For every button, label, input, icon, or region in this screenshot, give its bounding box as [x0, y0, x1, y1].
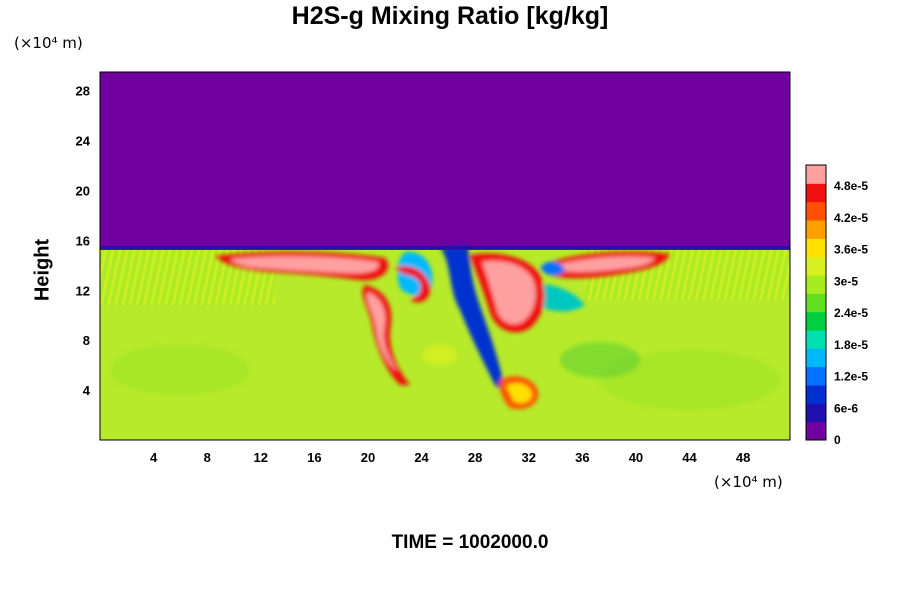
colorbar-frame — [805, 164, 827, 441]
mottle — [110, 345, 250, 395]
heatmap-field — [100, 72, 790, 440]
x-axis-unit: (×10⁴ m) — [714, 473, 783, 491]
x-tick-label: 8 — [204, 450, 211, 465]
y-tick-label: 24 — [76, 134, 91, 149]
x-tick-label: 40 — [629, 450, 643, 465]
swirl-lower-core — [506, 383, 532, 404]
chart-title: H2S-g Mixing Ratio [kg/kg] — [291, 2, 609, 30]
colorbar-swatch — [806, 165, 826, 184]
x-tick-label: 4 — [150, 450, 158, 465]
y-tick-label: 16 — [76, 233, 90, 248]
x-tick-label: 32 — [522, 450, 536, 465]
x-tick-label: 20 — [361, 450, 375, 465]
colorbar-tick-label: 4.2e-5 — [834, 211, 868, 225]
colorbar-swatch — [806, 293, 826, 313]
y-axis-unit: (×10⁴ m) — [14, 34, 83, 52]
x-tick-label: 16 — [307, 450, 321, 465]
colorbar-swatch — [806, 201, 826, 221]
y-tick-label: 4 — [83, 383, 91, 398]
colorbar-tick-label: 4.8e-5 — [834, 179, 868, 193]
x-tick-label: 36 — [575, 450, 589, 465]
colorbar-swatch — [806, 311, 826, 331]
colorbar-swatch — [806, 385, 826, 404]
x-tick-label: 28 — [468, 450, 482, 465]
plume-blue-center — [440, 246, 505, 392]
colorbar: 0 6e-6 1.2e-5 1.8e-5 2.4e-5 3e-5 3.6e-5 4.2e-5 4… — [805, 164, 868, 447]
colorbar-swatch — [806, 256, 826, 276]
colorbar-swatch — [806, 348, 826, 368]
mottle — [422, 345, 458, 365]
curl-right — [540, 261, 565, 276]
x-tick-label: 48 — [736, 450, 750, 465]
colorbar-tick-label: 6e-6 — [834, 401, 858, 415]
billow-center-core — [482, 260, 536, 325]
interface-line — [100, 246, 790, 250]
colorbar-swatch — [806, 183, 826, 203]
colorbar-tick-label: 0 — [834, 433, 841, 447]
mottle — [600, 350, 780, 410]
y-tick-label: 28 — [76, 84, 90, 99]
colorbar-swatch — [806, 275, 826, 294]
y-tick-label: 8 — [83, 333, 90, 348]
colorbar-tick-label: 3e-5 — [834, 274, 858, 288]
x-tick-labels: 4 8 12 16 20 24 28 32 36 40 44 48 — [150, 450, 750, 465]
plot-frame — [99, 71, 791, 441]
x-tick-label: 44 — [682, 450, 697, 465]
lower-mottling — [110, 342, 780, 410]
mottle — [560, 342, 640, 378]
colorbar-tick-label: 3.6e-5 — [834, 243, 868, 257]
y-tick-label: 20 — [76, 184, 90, 199]
tongue-left-core — [366, 292, 398, 372]
billow-right-core — [560, 256, 655, 272]
y-tick-label: 12 — [76, 283, 90, 298]
colorbar-swatch — [806, 238, 826, 258]
colorbar-swatch — [806, 403, 826, 423]
colorbar-tick-label: 2.4e-5 — [834, 306, 868, 320]
time-label: TIME = 1002000.0 — [391, 532, 549, 553]
colorbar-tick-label: 1.8e-5 — [834, 338, 868, 352]
y-tick-labels: 4 8 12 16 20 24 28 — [76, 84, 91, 398]
x-tick-label: 12 — [254, 450, 268, 465]
colorbar-swatch — [806, 421, 826, 441]
upper-layer — [100, 72, 790, 249]
colorbar-swatch — [806, 366, 826, 386]
curl-left — [395, 265, 431, 303]
x-tick-label: 24 — [414, 450, 429, 465]
colorbar-tick-label: 1.2e-5 — [834, 370, 868, 384]
colorbar-swatch — [806, 330, 826, 349]
billow-left-core — [230, 256, 379, 274]
colorbar-swatch — [806, 220, 826, 239]
